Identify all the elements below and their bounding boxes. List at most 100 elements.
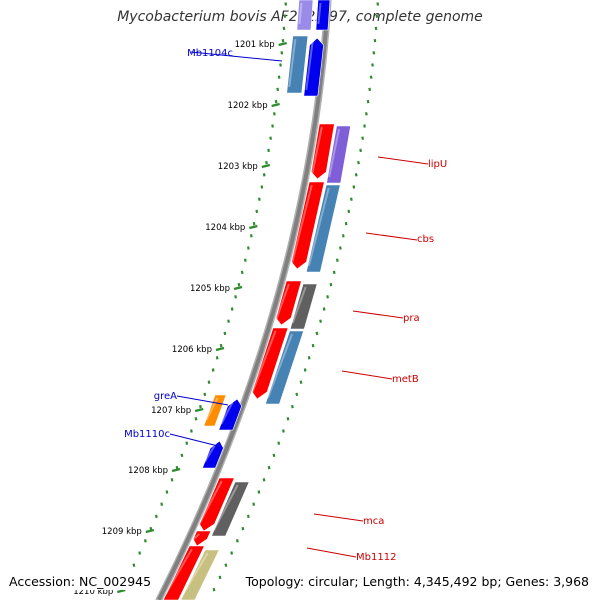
kbp-major-tick — [278, 41, 287, 47]
outer-tick — [329, 282, 333, 287]
gene-mb1110c[interactable] — [201, 440, 224, 469]
gene-lipu[interactable] — [326, 125, 351, 184]
inner-tick — [249, 234, 253, 238]
kbp-label: 1203 kbp — [218, 162, 258, 172]
kbp-major-tick — [171, 467, 181, 473]
gene-mb1112-red-shine — [164, 548, 193, 595]
kbp-labels: 1201 kbp 1202 kbp 1203 kbp 1204 kbp 1205 kbp… — [73, 40, 287, 597]
kbp-ticks — [120, 2, 380, 592]
gene-pra-red-shine — [275, 283, 290, 320]
gene-top-purple[interactable] — [296, 0, 314, 31]
inner-tick — [185, 441, 189, 445]
gene-pra[interactable] — [289, 283, 318, 330]
inner-tick — [277, 75, 281, 79]
inner-tick — [223, 331, 227, 336]
outer-tick — [349, 197, 353, 201]
kbp-major-tick — [233, 285, 243, 291]
outer-tick — [361, 136, 365, 140]
gene-red-small[interactable] — [192, 530, 212, 547]
gene-grea-orange-shine — [205, 397, 219, 421]
outer-tick — [267, 465, 271, 470]
outer-tick — [295, 392, 299, 397]
gene-metb[interactable] — [264, 330, 305, 405]
leader-line — [176, 395, 229, 406]
gene-metb-red[interactable] — [251, 327, 289, 400]
gene-label-lipu[interactable]: lipU — [428, 159, 447, 170]
inner-tick — [154, 514, 158, 519]
inner-tick — [227, 319, 230, 323]
leader-line — [169, 433, 219, 447]
outer-tick — [272, 453, 276, 458]
outer-tick — [322, 307, 326, 311]
gene-mca-red[interactable] — [199, 477, 235, 532]
inner-tick — [234, 295, 237, 299]
gene-label-mb1104c[interactable]: Mb1104c — [187, 48, 233, 59]
kbp-major-tick — [271, 102, 280, 108]
inner-tick — [269, 136, 273, 140]
gene-grea-orange[interactable] — [203, 394, 227, 427]
outer-tick — [368, 87, 372, 92]
outer-tick — [371, 63, 374, 67]
gene-mb1104c-steel[interactable] — [286, 35, 309, 94]
outer-tick — [338, 246, 342, 250]
gene-metb-shine — [266, 333, 294, 399]
gene-label-mca[interactable]: mca — [363, 516, 384, 527]
outer-tick — [218, 575, 222, 580]
outer-tick — [291, 404, 294, 409]
gene-top-blue[interactable] — [315, 0, 331, 31]
kbp-major-tick — [117, 588, 126, 594]
leader-line — [352, 310, 404, 319]
inner-tick — [190, 429, 193, 433]
gene-label-cbs[interactable]: cbs — [417, 234, 434, 245]
kbp-label: 1201 kbp — [235, 40, 275, 50]
gene-top-purple-shine — [298, 2, 303, 25]
kbp-label: 1205 kbp — [190, 284, 230, 294]
outer-tick — [375, 14, 379, 18]
gene-mb1110c-shine — [204, 443, 217, 463]
inner-tick — [271, 124, 274, 128]
outer-tick — [373, 38, 377, 43]
inner-tick — [282, 26, 286, 31]
gene-mb1112-red[interactable] — [162, 545, 205, 600]
gene-grea[interactable] — [218, 398, 243, 431]
inner-tick — [240, 270, 244, 275]
inner-tick — [199, 404, 202, 409]
gene-label-grea[interactable]: greA — [154, 391, 177, 402]
gene-lipu-red[interactable] — [310, 123, 335, 180]
gene-top-blue-shine — [317, 2, 322, 25]
gene-grea-shine — [220, 401, 234, 425]
topology-text: Topology: circular; Length: 4,345,492 bp… — [242, 573, 592, 590]
gene-lipu-shine — [328, 128, 341, 178]
inner-tick — [170, 478, 174, 482]
gene-label-mb1112[interactable]: Mb1112 — [356, 552, 396, 563]
gene-cbs-red[interactable] — [291, 181, 325, 270]
outer-tick — [372, 51, 376, 55]
outer-tick — [326, 295, 329, 299]
inner-tick — [262, 173, 266, 177]
gene-label-pra[interactable]: pra — [403, 313, 420, 324]
gene-mb1112[interactable] — [180, 549, 220, 600]
inner-tick — [276, 87, 280, 92]
outer-tick — [341, 234, 345, 238]
gene-pra-red[interactable] — [275, 280, 302, 326]
gene-label-metb[interactable]: metB — [392, 374, 419, 385]
inner-tick — [257, 197, 261, 201]
gene-metb-red-shine — [251, 330, 277, 394]
kbp-label: 1206 kbp — [172, 345, 212, 355]
gene-cbs[interactable] — [305, 184, 341, 273]
genes[interactable] — [162, 0, 351, 600]
gene-labels: Mb1104c lipU cbs pra metB greA Mb1110c mca Mb111… — [124, 48, 447, 563]
gene-pra-shine — [291, 286, 307, 324]
gene-mca[interactable] — [211, 481, 250, 537]
leader-line — [306, 547, 357, 558]
gene-mb1104c[interactable] — [303, 37, 324, 97]
gene-mb1104c-steel-shine — [288, 38, 297, 88]
gene-label-mb1110c[interactable]: Mb1110c — [124, 429, 170, 440]
kbp-major-tick — [215, 346, 225, 352]
kbp-major-tick — [249, 224, 258, 230]
inner-tick — [265, 160, 268, 165]
inner-tick — [255, 209, 259, 214]
leader-line — [313, 513, 364, 522]
inner-tick — [260, 185, 264, 189]
